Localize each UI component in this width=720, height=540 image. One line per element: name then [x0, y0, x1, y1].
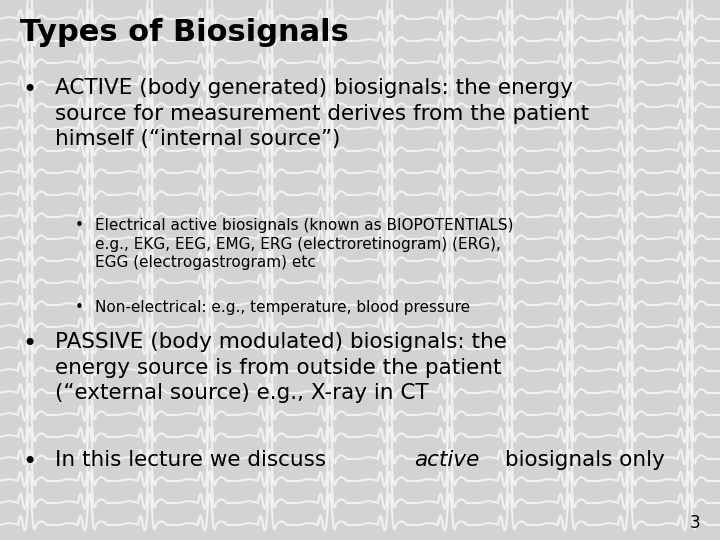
Text: •: • — [75, 218, 84, 233]
Text: Electrical active biosignals (known as BIOPOTENTIALS)
e.g., EKG, EEG, EMG, ERG (: Electrical active biosignals (known as B… — [95, 218, 513, 270]
Text: active: active — [414, 450, 479, 470]
Text: •: • — [22, 332, 36, 356]
Text: ACTIVE (body generated) biosignals: the energy
source for measurement derives fr: ACTIVE (body generated) biosignals: the … — [55, 78, 589, 149]
Text: •: • — [75, 300, 84, 315]
Text: Types of Biosignals: Types of Biosignals — [20, 18, 349, 47]
Text: 3: 3 — [689, 514, 700, 532]
Text: •: • — [22, 78, 36, 102]
Text: Non-electrical: e.g., temperature, blood pressure: Non-electrical: e.g., temperature, blood… — [95, 300, 470, 315]
Text: biosignals only: biosignals only — [498, 450, 665, 470]
Text: PASSIVE (body modulated) biosignals: the
energy source is from outside the patie: PASSIVE (body modulated) biosignals: the… — [55, 332, 507, 403]
Text: In this lecture we discuss: In this lecture we discuss — [55, 450, 333, 470]
Text: •: • — [22, 450, 36, 474]
